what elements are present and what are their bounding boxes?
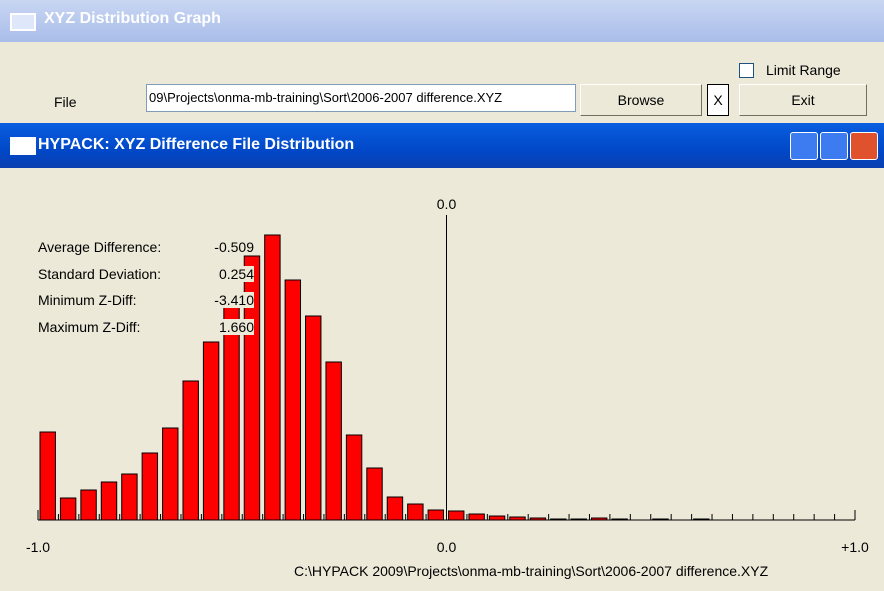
stat-label: Maximum Z-Diff: xyxy=(38,319,140,335)
bar xyxy=(408,504,423,520)
bar xyxy=(489,516,504,520)
bar xyxy=(142,453,157,520)
bar xyxy=(326,362,341,520)
bar xyxy=(101,482,116,520)
bar xyxy=(367,468,382,520)
bar xyxy=(449,511,464,520)
bar xyxy=(265,235,280,520)
bar xyxy=(306,316,321,520)
bar xyxy=(285,280,300,520)
bar xyxy=(183,381,198,520)
x-tick-label: 0.0 xyxy=(437,539,457,555)
bar xyxy=(428,510,443,520)
footer-path: C:\HYPACK 2009\Projects\onma-mb-training… xyxy=(294,563,768,579)
bar xyxy=(387,497,402,520)
bar xyxy=(163,428,178,520)
x-tick-label: +1.0 xyxy=(841,539,869,555)
bar xyxy=(346,435,361,520)
bar xyxy=(203,342,218,520)
stat-value: 0.254 xyxy=(219,266,254,282)
stat-value: -0.509 xyxy=(214,239,254,255)
bar xyxy=(122,474,137,520)
stat-label: Average Difference: xyxy=(38,239,161,255)
stat-label: Minimum Z-Diff: xyxy=(38,292,137,308)
stat-label: Standard Deviation: xyxy=(38,266,161,282)
zero-line-label: 0.0 xyxy=(437,196,457,212)
stat-value: -3.410 xyxy=(214,292,254,308)
bar xyxy=(81,490,96,520)
page: XYZ Distribution Graph Limit Range File … xyxy=(0,0,884,591)
stat-value: 1.660 xyxy=(219,319,254,335)
bar xyxy=(40,432,55,520)
bar xyxy=(60,498,75,520)
bar xyxy=(469,514,484,520)
x-tick-label: -1.0 xyxy=(26,539,50,555)
